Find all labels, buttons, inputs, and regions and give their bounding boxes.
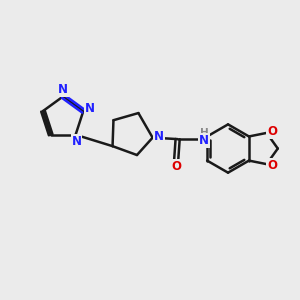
Text: O: O: [171, 160, 181, 173]
Text: H: H: [200, 128, 208, 138]
Text: O: O: [267, 159, 277, 172]
Text: N: N: [154, 130, 164, 143]
Text: N: N: [58, 83, 68, 96]
Text: N: N: [71, 135, 82, 148]
Text: N: N: [85, 102, 95, 115]
Text: O: O: [267, 125, 277, 138]
Text: N: N: [199, 134, 209, 147]
